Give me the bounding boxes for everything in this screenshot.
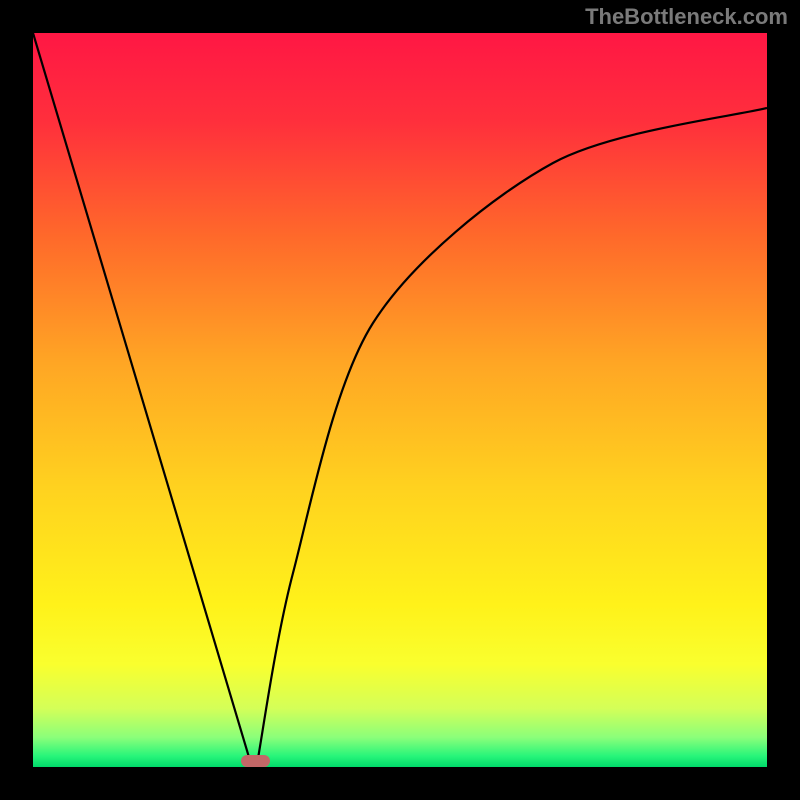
bottleneck-chart	[33, 33, 767, 767]
chart-frame: TheBottleneck.com	[0, 0, 800, 800]
watermark-text: TheBottleneck.com	[585, 4, 788, 30]
valley-marker	[241, 755, 270, 767]
